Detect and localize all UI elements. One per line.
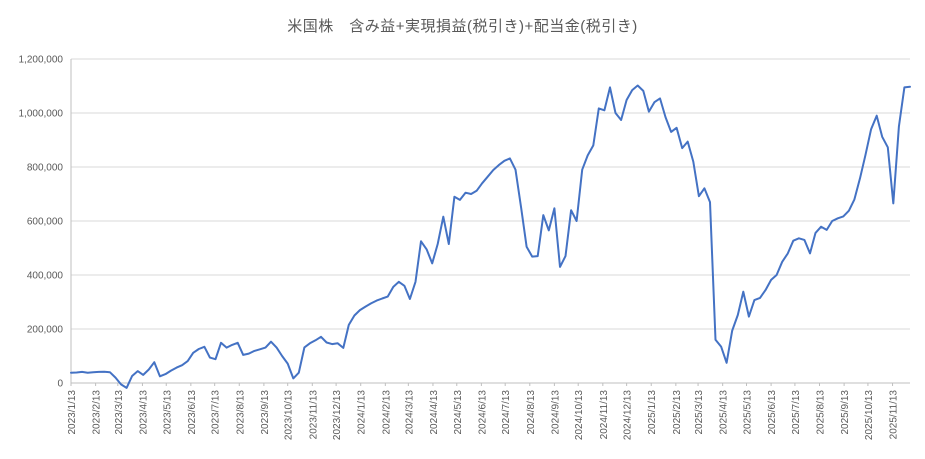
y-axis-label: 200,000 bbox=[27, 325, 64, 336]
x-axis-label: 2025/9/13 bbox=[840, 390, 851, 435]
x-axis-label: 2023/6/13 bbox=[187, 390, 198, 435]
x-axis-label: 2025/8/13 bbox=[816, 390, 827, 435]
x-axis-label: 2025/11/13 bbox=[889, 390, 900, 440]
chart-title: 米国株 含み益+実現損益(税引き)+配当金(税引き) bbox=[287, 18, 638, 35]
x-axis-label: 2023/10/13 bbox=[284, 390, 295, 440]
y-axis-label: 1,200,000 bbox=[19, 55, 64, 66]
x-axis-label: 2024/7/13 bbox=[501, 390, 512, 435]
x-axis-label: 2025/10/13 bbox=[864, 390, 875, 440]
x-axis-label: 2025/4/13 bbox=[719, 390, 730, 435]
x-axis-label: 2025/6/13 bbox=[767, 390, 778, 435]
x-axis-label: 2023/9/13 bbox=[260, 390, 271, 435]
x-axis-label: 2024/8/13 bbox=[526, 390, 537, 435]
x-axis-label: 2023/1/13 bbox=[67, 390, 78, 435]
x-axis-label: 2024/3/13 bbox=[404, 390, 415, 435]
x-axis-label: 2023/5/13 bbox=[162, 390, 173, 435]
x-axis-label: 2023/7/13 bbox=[211, 390, 222, 435]
x-axis-label: 2024/9/13 bbox=[550, 390, 561, 435]
x-axis-label: 2025/7/13 bbox=[791, 390, 802, 435]
series-line bbox=[70, 84, 911, 389]
x-axis-label: 2025/3/13 bbox=[694, 390, 705, 435]
x-axis-label: 2024/11/13 bbox=[599, 390, 610, 440]
y-axis-label: 600,000 bbox=[27, 217, 64, 228]
x-axis-label: 2024/1/13 bbox=[357, 390, 368, 435]
x-axis-label: 2025/5/13 bbox=[742, 390, 753, 435]
x-axis-label: 2024/5/13 bbox=[453, 390, 464, 435]
x-axis-label: 2024/10/13 bbox=[574, 390, 585, 440]
y-axis-label: 400,000 bbox=[27, 271, 64, 282]
x-axis-label: 2024/4/13 bbox=[429, 390, 440, 435]
x-axis-label: 2023/12/13 bbox=[332, 390, 343, 440]
x-axis-label: 2024/6/13 bbox=[477, 390, 488, 435]
x-axis-label: 2025/2/13 bbox=[672, 390, 683, 435]
x-axis-label: 2025/1/13 bbox=[647, 390, 658, 435]
x-axis-label: 2024/2/13 bbox=[381, 390, 392, 435]
x-axis-label: 2023/2/13 bbox=[92, 390, 103, 435]
y-axis-label: 1,000,000 bbox=[19, 109, 64, 120]
x-axis-label: 2023/3/13 bbox=[114, 390, 125, 435]
y-axis-label: 0 bbox=[57, 379, 63, 390]
y-axis-label: 800,000 bbox=[27, 163, 64, 174]
x-axis-label: 2023/11/13 bbox=[308, 390, 319, 440]
x-axis-label: 2024/12/13 bbox=[623, 390, 634, 440]
x-axis-label: 2023/8/13 bbox=[235, 390, 246, 435]
x-axis-label: 2023/4/13 bbox=[138, 390, 149, 435]
